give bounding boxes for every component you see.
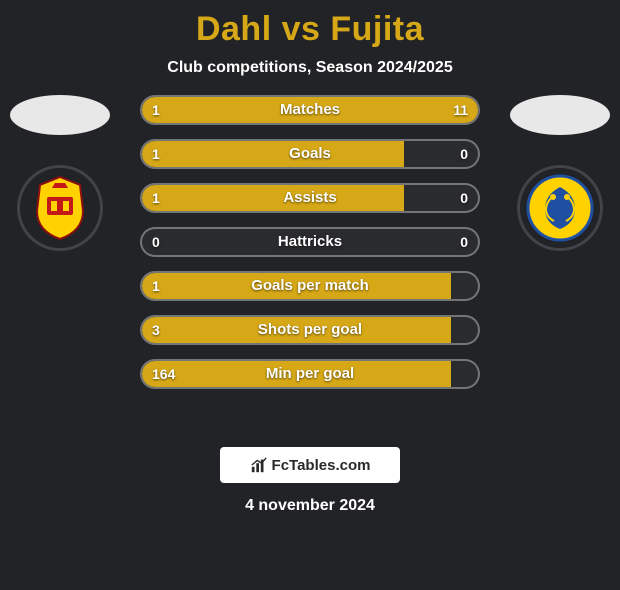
stat-value-left: 1	[152, 141, 160, 167]
stat-value-left: 1	[152, 273, 160, 299]
club-left-badge	[17, 165, 103, 251]
stat-row: Hattricks0 0	[140, 227, 480, 257]
stat-label: Hattricks	[142, 229, 478, 255]
stat-value-left: 0	[152, 229, 160, 255]
stat-label: Shots per goal	[142, 317, 478, 343]
stats-list: Matches111Goals10Assists10Hattricks00Goa…	[140, 95, 480, 403]
club-left-crest-icon	[25, 173, 95, 243]
stat-value-left: 1	[152, 185, 160, 211]
chart-icon	[250, 456, 268, 474]
stat-value-right: 11	[453, 97, 468, 123]
stat-row: Assists1 0	[140, 183, 480, 213]
footer-label: FcTables.com	[272, 457, 371, 474]
stat-label: Min per goal	[142, 361, 478, 387]
stat-row: Matches111	[140, 95, 480, 125]
comparison-area: Matches111Goals10Assists10Hattricks00Goa…	[0, 95, 620, 425]
player-right-photo	[510, 95, 610, 135]
player-left-photo	[10, 95, 110, 135]
footer-brand[interactable]: FcTables.com	[220, 447, 400, 483]
stat-value-left: 1	[152, 97, 160, 123]
stat-value-left: 164	[152, 361, 175, 387]
date-label: 4 november 2024	[0, 497, 620, 515]
player-left-column	[0, 95, 120, 251]
stat-row: Goals1 0	[140, 139, 480, 169]
stat-row: Min per goal164	[140, 359, 480, 389]
club-right-crest-icon	[525, 173, 595, 243]
subtitle: Club competitions, Season 2024/2025	[0, 59, 620, 77]
page-title: Dahl vs Fujita	[0, 10, 620, 49]
stat-row: Shots per goal3	[140, 315, 480, 345]
stat-value-right: 0	[460, 185, 468, 211]
stat-label: Goals	[142, 141, 478, 167]
stat-label: Assists	[142, 185, 478, 211]
stat-label: Matches	[142, 97, 478, 123]
stat-row: Goals per match1	[140, 271, 480, 301]
stat-value-right: 0	[460, 229, 468, 255]
player-right-column	[500, 95, 620, 251]
stat-label: Goals per match	[142, 273, 478, 299]
club-right-badge	[517, 165, 603, 251]
stat-value-left: 3	[152, 317, 160, 343]
stat-value-right: 0	[460, 141, 468, 167]
